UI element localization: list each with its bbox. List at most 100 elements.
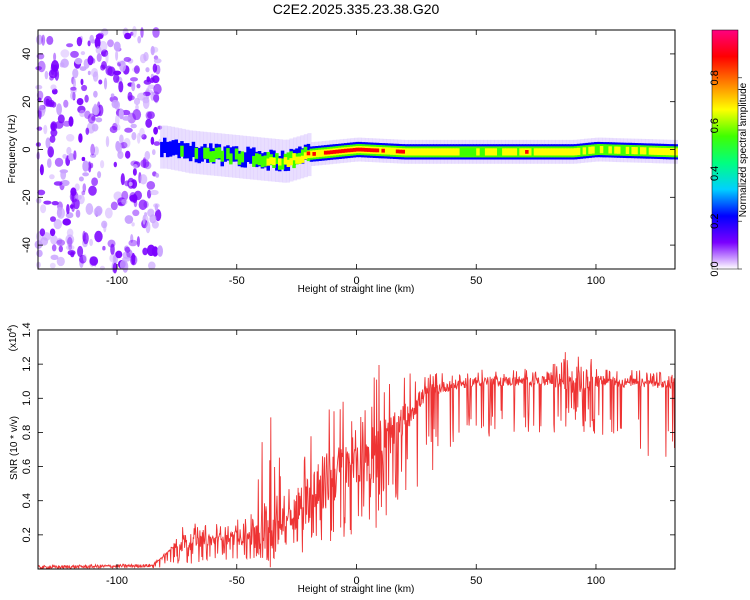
noise-blob <box>147 111 155 119</box>
track-band <box>640 147 644 155</box>
snr-plot-area <box>38 330 675 569</box>
track-band <box>364 148 368 152</box>
noise-blob <box>87 40 91 47</box>
track-band <box>378 147 382 155</box>
track-band <box>559 148 564 156</box>
noise-blob <box>45 137 51 149</box>
noise-blob <box>68 244 73 251</box>
track-band <box>220 150 224 162</box>
noise-blob <box>90 153 97 158</box>
noise-blob <box>133 97 141 106</box>
track-band <box>427 148 431 156</box>
track-band <box>186 143 190 159</box>
noise-blob <box>150 136 155 145</box>
noise-blob <box>70 251 75 258</box>
track-band <box>174 139 178 155</box>
noise-blob <box>123 57 132 62</box>
colorbar-tick-label: 0.0 <box>709 261 721 276</box>
noise-blob <box>61 179 70 187</box>
track-band <box>482 146 486 158</box>
noise-blob <box>130 31 134 36</box>
noise-blob <box>68 153 75 162</box>
track-band <box>401 149 405 154</box>
noise-blob <box>142 214 146 225</box>
snr-y-scale-label: (x104) <box>7 325 19 352</box>
noise-blob <box>44 70 49 80</box>
noise-blob <box>75 209 81 218</box>
noise-blob <box>87 55 94 66</box>
noise-blob <box>76 36 83 47</box>
noise-blob <box>96 53 102 62</box>
track-band <box>309 150 314 158</box>
noise-blob <box>139 53 147 64</box>
noise-blob <box>124 215 134 224</box>
snr-x-ticks: -100 -50 0 50 100 <box>106 330 605 587</box>
track-band <box>243 152 247 168</box>
noise-blob <box>131 252 136 265</box>
noise-blob <box>131 222 135 227</box>
track-band <box>628 145 632 156</box>
noise-blob <box>124 246 131 253</box>
spectrogram-y-label: Frequency (Hz) <box>7 115 18 184</box>
noise-blob <box>46 35 54 45</box>
noise-blob <box>128 239 138 247</box>
noise-blob <box>80 78 84 86</box>
track-band <box>260 156 265 168</box>
noise-blob <box>151 246 159 257</box>
track-band <box>200 146 204 162</box>
track-band <box>496 146 500 158</box>
colorbar-tick-label: 0.8 <box>709 70 721 85</box>
noise-blob <box>111 99 119 109</box>
noise-blob <box>92 71 99 82</box>
spectrogram-panel: -100 -50 0 50 100 -40 -20 0 20 40 Height of stra… <box>7 26 678 295</box>
spectrogram-x-label: Height of straight line (km) <box>298 284 415 295</box>
noise-blob <box>115 140 121 152</box>
track-band <box>484 148 489 156</box>
track-band <box>266 152 270 163</box>
noise-blob <box>144 150 151 161</box>
noise-blob <box>97 32 104 38</box>
track-band <box>249 148 253 164</box>
noise-blob <box>81 84 88 92</box>
track-band <box>507 148 512 156</box>
spectrogram-x-tick-label: -100 <box>106 275 128 287</box>
track-band <box>407 148 411 156</box>
noise-blob <box>130 234 134 243</box>
snr-y-label: SNR (10 * v/v) <box>9 416 20 480</box>
spectrogram-y-tick-label: 0 <box>21 146 33 152</box>
track-band <box>539 148 543 156</box>
track-band <box>263 155 268 167</box>
noise-blob <box>95 46 102 54</box>
noise-blob <box>113 161 118 168</box>
noise-blob <box>85 203 94 215</box>
noise-blob <box>94 230 103 243</box>
noise-blob <box>56 239 66 246</box>
spectrogram-x-tick-label: 50 <box>470 275 482 287</box>
track-band <box>421 148 426 156</box>
track-band <box>404 148 408 156</box>
noise-blob <box>132 109 142 121</box>
noise-blob <box>79 66 87 71</box>
track-band <box>323 150 328 155</box>
noise-blob <box>103 77 108 90</box>
track-band <box>275 153 279 165</box>
track-band <box>240 151 245 163</box>
noise-blob <box>109 125 118 134</box>
track-band <box>436 148 440 156</box>
snr-series <box>37 352 675 570</box>
track-band <box>576 147 581 155</box>
noise-blob <box>119 60 126 65</box>
track-band <box>674 148 678 156</box>
track-band <box>211 151 216 162</box>
noise-blob <box>137 92 146 101</box>
noise-blob <box>132 26 137 38</box>
noise-blob <box>113 73 120 83</box>
spectrogram-y-tick-label: -20 <box>21 189 33 205</box>
noise-blob <box>43 95 53 107</box>
track-band <box>642 147 647 155</box>
track-band <box>286 152 291 164</box>
track-band <box>326 150 331 155</box>
noise-blob <box>49 174 55 180</box>
noise-blob <box>54 157 64 167</box>
track-band <box>237 153 242 165</box>
